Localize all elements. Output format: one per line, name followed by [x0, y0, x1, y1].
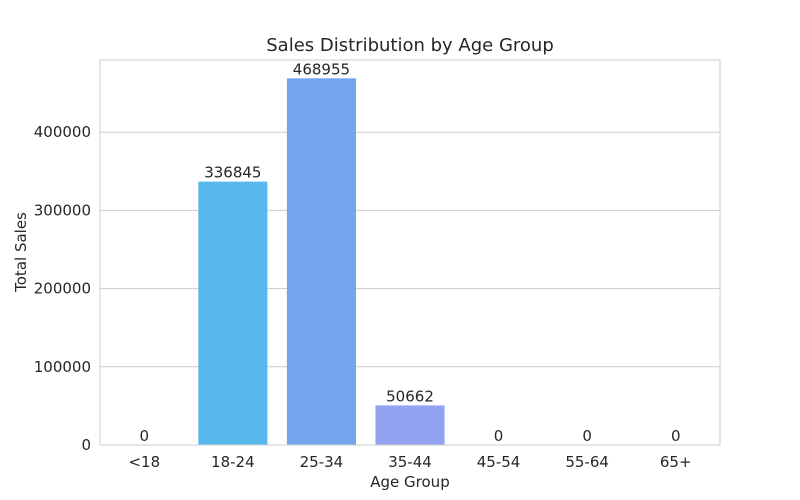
chart-title: Sales Distribution by Age Group — [266, 35, 554, 56]
y-axis-label: Total Sales — [12, 212, 30, 293]
x-tick-label: 18-24 — [211, 453, 255, 471]
x-tick-label: 35-44 — [388, 453, 432, 471]
x-tick-label: 55-64 — [565, 453, 609, 471]
bars — [198, 78, 445, 445]
y-tick-label: 300000 — [34, 201, 91, 219]
y-axis-ticks: 0 100000 200000 300000 400000 — [34, 123, 91, 454]
y-tick-label: 0 — [81, 436, 91, 454]
plot-frame — [99, 59, 721, 446]
plot-border — [99, 59, 721, 446]
x-tick-label: 65+ — [660, 453, 692, 471]
bar-value-label: 468955 — [293, 60, 350, 78]
y-tick-label: 200000 — [34, 280, 91, 298]
x-tick-label: 25-34 — [300, 453, 344, 471]
bar — [286, 78, 356, 445]
bar-value-label: 0 — [671, 427, 681, 445]
bar — [375, 405, 445, 445]
x-tick-label: <18 — [128, 453, 160, 471]
bar-value-label: 0 — [140, 427, 150, 445]
y-tick-label: 100000 — [34, 358, 91, 376]
bar-value-label: 0 — [494, 427, 504, 445]
y-tick-label: 400000 — [34, 123, 91, 141]
x-axis-ticks: <18 18-24 25-34 35-44 45-54 55-64 65+ — [128, 453, 691, 471]
data-labels: 0 336845 468955 50662 0 0 0 — [140, 60, 681, 445]
bar — [198, 181, 268, 445]
x-axis-label: Age Group — [370, 473, 449, 491]
bar-value-label: 50662 — [386, 387, 434, 405]
bar-value-label: 336845 — [204, 164, 261, 182]
x-tick-label: 45-54 — [477, 453, 521, 471]
bar-value-label: 0 — [582, 427, 592, 445]
